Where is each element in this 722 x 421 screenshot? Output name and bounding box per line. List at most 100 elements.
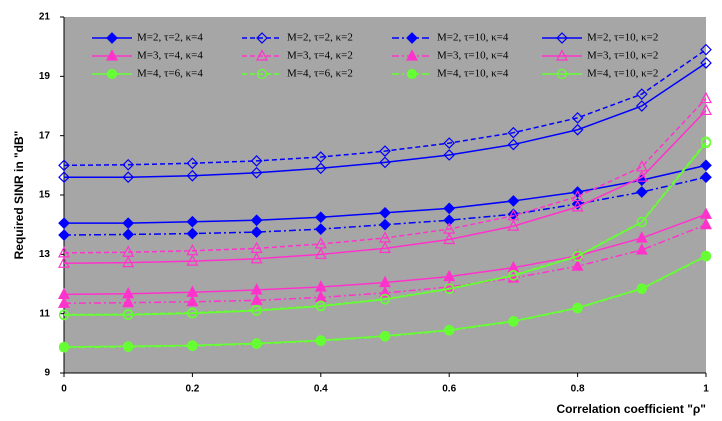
- legend-label: M=3, τ=10, κ=2: [587, 50, 658, 62]
- marker: [250, 226, 263, 238]
- legend-marker: [106, 49, 118, 61]
- x-tick-label: 1: [703, 384, 709, 395]
- marker: [186, 227, 199, 240]
- marker: [636, 283, 647, 295]
- marker: [636, 217, 647, 228]
- marker: [507, 195, 520, 207]
- series-line: [63, 142, 707, 316]
- marker: [443, 202, 456, 215]
- legend-marker: [406, 49, 418, 61]
- marker: [443, 137, 456, 149]
- legend-label: M=4, τ=6, κ=4: [137, 68, 203, 80]
- marker: [700, 251, 712, 262]
- marker: [58, 171, 70, 184]
- marker: [314, 211, 327, 224]
- legend-label: M=4, τ=10, κ=2: [587, 68, 658, 80]
- marker: [507, 219, 520, 231]
- legend-marker: [406, 32, 418, 44]
- marker: [508, 270, 519, 281]
- marker: [635, 88, 648, 100]
- marker: [251, 338, 262, 350]
- marker: [122, 171, 135, 184]
- x-tick-label: 0.8: [571, 384, 585, 395]
- marker: [379, 206, 391, 219]
- marker: [186, 295, 199, 307]
- marker: [122, 158, 135, 171]
- marker: [251, 305, 262, 316]
- marker: [572, 251, 583, 262]
- y-axis-title: Required SINR in "dB": [12, 131, 26, 260]
- marker: [250, 251, 263, 264]
- marker: [443, 232, 456, 245]
- marker: [443, 214, 456, 227]
- series-line: [63, 109, 707, 264]
- y-tick-label: 19: [39, 71, 51, 82]
- marker: [314, 162, 327, 175]
- marker: [250, 166, 263, 179]
- marker: [58, 229, 70, 241]
- marker: [58, 342, 70, 353]
- marker: [700, 43, 712, 56]
- marker: [58, 296, 70, 308]
- legend-label: M=2, τ=2, κ=4: [137, 32, 203, 44]
- marker: [123, 341, 134, 352]
- legend-marker: [106, 68, 118, 80]
- marker: [508, 316, 519, 327]
- legend-marker: [256, 49, 268, 61]
- marker: [635, 186, 648, 198]
- marker: [571, 259, 584, 271]
- legend-label: M=2, τ=10, κ=2: [587, 32, 658, 44]
- marker: [58, 256, 70, 268]
- y-tick-label: 13: [39, 249, 51, 260]
- legend-label: M=4, τ=6, κ=2: [287, 68, 353, 80]
- marker: [122, 255, 135, 268]
- y-tick-label: 15: [39, 190, 51, 201]
- marker: [571, 112, 584, 124]
- series-line: [63, 98, 707, 254]
- legend-label: M=3, τ=4, κ=4: [137, 50, 203, 62]
- marker: [700, 159, 712, 172]
- marker: [571, 200, 584, 212]
- marker: [444, 283, 455, 295]
- x-tick-label: 0: [61, 384, 67, 395]
- marker: [571, 123, 584, 136]
- marker: [123, 309, 134, 320]
- marker: [700, 137, 712, 149]
- marker: [379, 218, 391, 231]
- y-tick-label: 17: [39, 130, 51, 141]
- legend-label: M=4, τ=10, κ=4: [437, 68, 509, 80]
- legend-label: M=2, τ=10, κ=4: [437, 32, 509, 44]
- x-tick-label: 0.2: [185, 384, 199, 395]
- marker: [122, 217, 135, 230]
- marker: [635, 100, 648, 112]
- marker: [700, 103, 712, 116]
- marker: [379, 145, 391, 157]
- x-axis-title: Correlation coefficient "ρ": [557, 402, 707, 416]
- x-tick-label: 0.6: [442, 384, 456, 395]
- marker: [635, 170, 648, 182]
- legend-marker: [406, 68, 418, 80]
- y-tick-label: 11: [39, 308, 50, 319]
- marker: [250, 155, 263, 167]
- marker: [315, 301, 326, 312]
- legend-label: M=3, τ=4, κ=2: [287, 50, 353, 62]
- marker: [443, 149, 456, 161]
- series-line: [63, 49, 707, 167]
- marker: [507, 126, 520, 139]
- marker: [700, 217, 712, 230]
- marker: [700, 57, 712, 69]
- legend-marker: [256, 68, 268, 80]
- marker: [314, 247, 327, 259]
- marker: [58, 310, 70, 321]
- marker: [315, 335, 326, 347]
- marker: [250, 293, 263, 305]
- marker: [379, 241, 391, 253]
- marker: [700, 91, 712, 104]
- marker: [635, 231, 648, 243]
- series-line: [64, 62, 707, 178]
- legend-marker: [556, 32, 568, 44]
- marker: [186, 254, 199, 266]
- marker: [187, 340, 198, 352]
- legend-marker: [556, 49, 568, 61]
